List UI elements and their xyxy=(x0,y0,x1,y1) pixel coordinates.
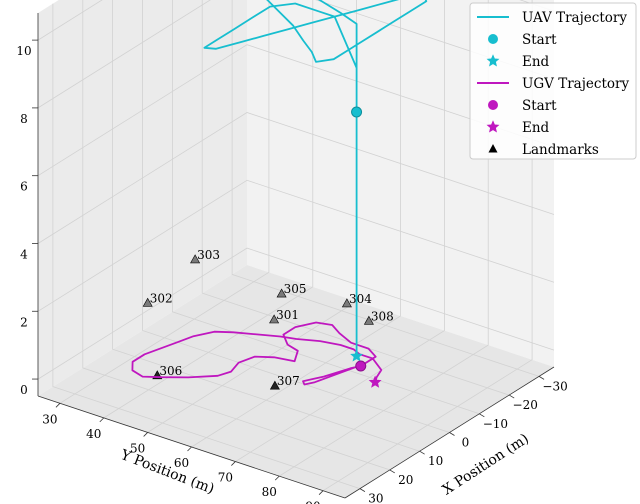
z-tick-label: 2 xyxy=(20,315,28,329)
gridline-x xyxy=(142,0,450,433)
landmark-marker xyxy=(142,297,153,307)
landmark-label: 307 xyxy=(277,374,300,388)
gridline-y xyxy=(235,0,445,462)
legend-label: UAV Trajectory xyxy=(522,10,627,26)
y-tick-mark xyxy=(231,461,236,466)
legend-label: UGV Trajectory xyxy=(522,76,629,92)
landmark-label: 305 xyxy=(284,282,307,296)
legend-box xyxy=(469,2,637,160)
gridline-z xyxy=(37,112,555,244)
gridline-z xyxy=(37,0,555,109)
landmark-label: 308 xyxy=(371,309,394,323)
y-tick-label: 50 xyxy=(130,441,145,455)
ugv-trajectory-line xyxy=(131,321,383,386)
y-tick-mark xyxy=(187,446,192,452)
legend-label: Start xyxy=(522,32,557,48)
x-tick-mark xyxy=(389,469,395,474)
x-tick-label: 20 xyxy=(398,473,413,487)
x-tick-mark xyxy=(419,450,425,455)
y-tick-mark xyxy=(318,490,324,495)
y-tick-label: 40 xyxy=(86,427,101,441)
ugv-end-marker xyxy=(368,375,382,388)
y-tick-label: 60 xyxy=(174,456,189,470)
x-tick-label: −30 xyxy=(542,379,567,393)
gridline-y xyxy=(59,0,270,404)
landmark-label: 306 xyxy=(159,364,182,378)
x-tick-mark xyxy=(538,376,545,380)
legend-swatch-star xyxy=(486,54,500,67)
y-tick-label: 70 xyxy=(218,471,233,485)
landmark-marker xyxy=(341,298,352,308)
y-axis-label: Y Position (m) xyxy=(117,447,216,498)
uav-start-marker xyxy=(351,106,363,118)
gridline-x xyxy=(201,0,510,396)
x-tick-label: 0 xyxy=(462,436,470,450)
legend-label: End xyxy=(522,54,550,70)
uav-trajectory-line xyxy=(203,0,428,356)
y-tick-label: 90 xyxy=(305,500,320,504)
gridline-y xyxy=(103,0,314,419)
gridline-x xyxy=(231,0,540,377)
x-tick-mark xyxy=(359,488,366,492)
x-tick-label: 10 xyxy=(428,454,443,468)
gridline-x xyxy=(171,0,480,415)
gridline-x xyxy=(82,0,390,471)
gridline-z xyxy=(37,179,555,312)
x-tick-label: 30 xyxy=(368,492,383,504)
x-tick-label: −20 xyxy=(513,398,538,412)
z-tick-label: 6 xyxy=(20,180,28,194)
series-layer: 301 302 303 304 305 306 307 308 xyxy=(131,0,428,390)
tick-labels: −30 −20 −10 0 10 20 30 30 40 50 60 70 80 90 0 2 4 6 8 10 xyxy=(16,13,568,504)
landmark-marker xyxy=(269,314,280,324)
gridline-z xyxy=(37,44,555,177)
z-tick-label: 0 xyxy=(20,383,28,397)
landmark-marker xyxy=(190,254,201,264)
landmark-marker xyxy=(269,380,280,390)
landmark-label: 304 xyxy=(349,292,372,306)
y-tick-mark xyxy=(143,432,148,437)
gridline-x xyxy=(52,3,361,489)
gridline-x xyxy=(112,0,420,452)
y-tick-label: 30 xyxy=(42,412,57,426)
legend-label: End xyxy=(522,120,550,136)
gridline-z xyxy=(37,247,555,380)
y-tick-mark xyxy=(55,403,61,408)
x-tick-label: −10 xyxy=(483,417,508,431)
legend-label: Start xyxy=(522,98,557,114)
uav-end-marker xyxy=(350,349,364,362)
x-tick-mark xyxy=(509,394,515,399)
landmark-label: 301 xyxy=(276,308,299,322)
z-tick-label: 8 xyxy=(20,112,28,126)
x-tick-mark xyxy=(479,413,485,418)
legend-swatch-circle xyxy=(488,100,498,110)
legend-label: Landmarks xyxy=(522,142,599,158)
legend-swatch-circle xyxy=(488,34,498,44)
z-tick-label: 4 xyxy=(20,247,28,261)
x-tick-mark xyxy=(449,432,455,436)
landmark-label: 302 xyxy=(150,291,173,305)
legend: UAV Trajectory Start End UGV Trajectory Star… xyxy=(469,2,637,160)
ugv-start-marker xyxy=(355,360,367,372)
y-tick-mark xyxy=(274,475,280,481)
x-axis-label: X Position (m) xyxy=(440,431,532,499)
legend-swatch-star xyxy=(486,120,500,133)
landmark-marker xyxy=(363,315,374,325)
landmark-label: 303 xyxy=(197,248,220,262)
y-tick-mark xyxy=(99,417,105,423)
legend-swatch-triangle xyxy=(488,144,498,153)
gridline-y xyxy=(191,0,401,448)
landmark-marker xyxy=(276,288,287,298)
y-tick-label: 80 xyxy=(262,485,277,499)
z-tick-label: 10 xyxy=(16,44,31,58)
